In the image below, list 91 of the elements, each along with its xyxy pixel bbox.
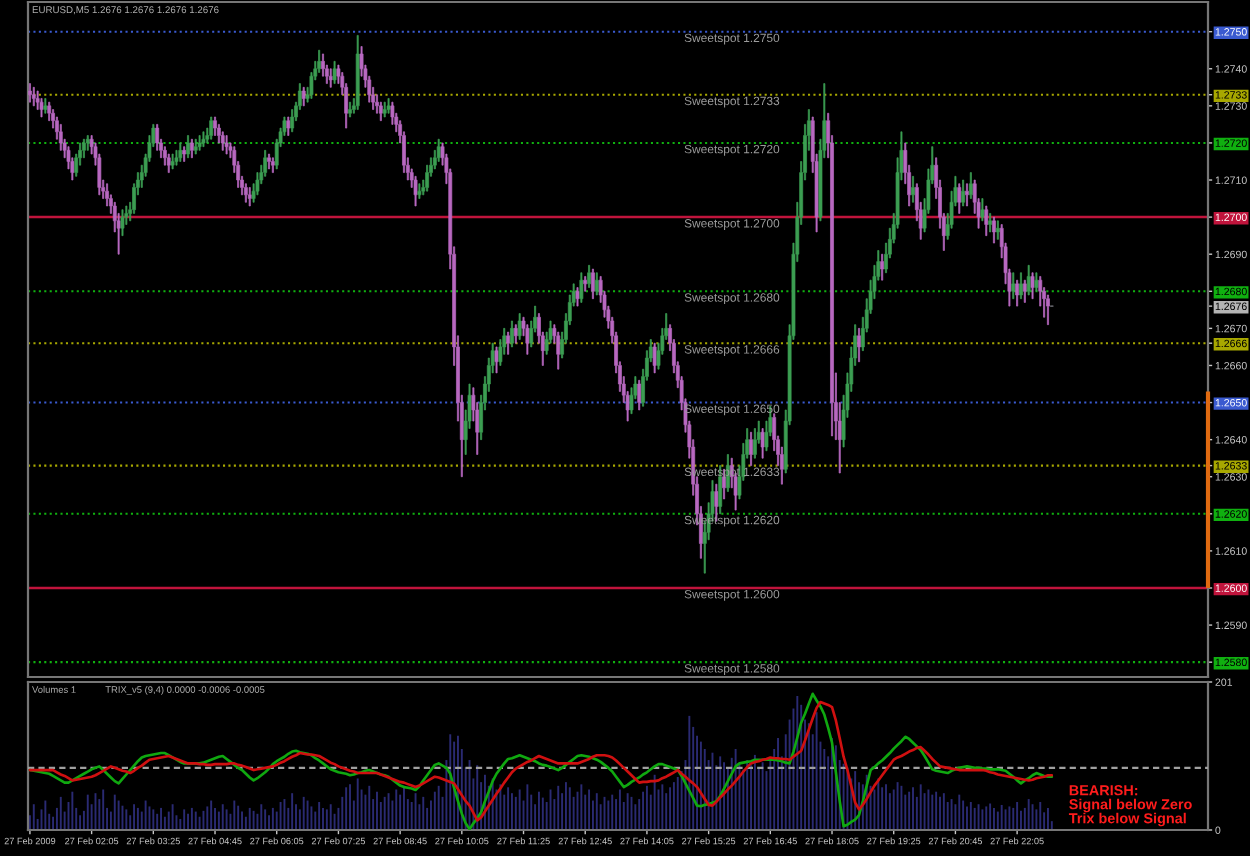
candlestick: [82, 138, 86, 159]
candlestick: [857, 328, 861, 363]
candlestick: [525, 324, 530, 355]
candlestick: [263, 150, 268, 177]
candlestick: [255, 172, 260, 196]
candlestick: [47, 101, 52, 122]
candlestick: [513, 324, 518, 344]
candlestick: [213, 116, 217, 136]
candlestick: [984, 205, 989, 236]
candlestick: [186, 135, 190, 159]
candlestick: [332, 60, 337, 84]
candlestick: [286, 116, 291, 136]
candlestick: [988, 213, 993, 233]
candlestick: [992, 216, 996, 244]
candlestick: [386, 98, 391, 114]
candlestick: [417, 183, 422, 199]
candlestick: [155, 124, 160, 151]
candlestick: [749, 431, 753, 466]
candlestick: [378, 101, 383, 122]
candlestick: [880, 253, 885, 281]
candlestick: [375, 94, 379, 114]
candlestick: [425, 164, 430, 192]
candlestick: [506, 331, 510, 355]
candlestick: [1034, 272, 1039, 292]
candlestick: [1022, 279, 1027, 303]
candlestick: [43, 98, 48, 114]
candlestick: [637, 379, 642, 411]
candlestick: [575, 287, 580, 307]
candlestick: [35, 90, 40, 110]
candlestick: [753, 428, 757, 459]
candlestick: [39, 98, 44, 118]
candlestick: [382, 101, 387, 118]
candlestick: [587, 264, 591, 288]
candlestick: [980, 198, 985, 222]
candlestick: [220, 131, 225, 151]
candlestick: [965, 183, 969, 207]
candlestick: [267, 153, 271, 170]
candlestick: [583, 276, 588, 292]
candlestick: [556, 331, 561, 370]
candlestick: [197, 135, 202, 151]
candlestick: [594, 272, 599, 296]
candlestick: [163, 146, 167, 166]
candlestick: [247, 187, 252, 207]
candlestick: [957, 183, 962, 214]
candlestick: [995, 220, 1000, 240]
candlestick: [201, 131, 206, 147]
candlestick: [85, 135, 90, 151]
candlestick: [1011, 272, 1016, 300]
candlestick: [317, 49, 322, 73]
candlestick: [224, 135, 229, 155]
candlestick: [1015, 279, 1020, 307]
candlestick: [31, 86, 36, 107]
candlestick: [760, 428, 765, 459]
candlestick: [911, 175, 915, 203]
candlestick: [174, 150, 179, 166]
candlestick: [243, 183, 248, 203]
candlestick: [321, 53, 325, 77]
candlestick: [58, 124, 63, 151]
candlestick: [591, 268, 595, 300]
candlestick: [290, 109, 295, 133]
candlestick: [510, 320, 514, 348]
candlestick: [301, 86, 306, 107]
candlestick: [182, 146, 187, 162]
candlestick: [166, 153, 171, 173]
candlestick: [328, 68, 333, 88]
candlestick: [413, 175, 418, 207]
candlestick: [436, 138, 441, 162]
candlestick: [1046, 294, 1050, 326]
candlestick: [105, 183, 109, 207]
candlestick: [517, 313, 522, 340]
candlestick: [178, 142, 183, 162]
candlestick: [1019, 272, 1023, 300]
candlestick: [968, 172, 973, 199]
candlestick: [579, 272, 584, 303]
candlestick: [1026, 264, 1031, 296]
candlestick: [1030, 272, 1035, 300]
candlestick: [190, 138, 194, 159]
candlestick: [216, 124, 221, 144]
candlestick: [193, 138, 198, 155]
candlestick: [355, 35, 360, 110]
candlestick: [170, 153, 175, 170]
candlestick: [390, 101, 395, 125]
candlestick: [961, 179, 966, 207]
candlestick: [348, 101, 352, 118]
candlestick: [209, 116, 214, 140]
candlestick: [726, 454, 730, 492]
candlestick: [652, 342, 657, 374]
candlestick: [270, 157, 275, 173]
candlestick: [120, 209, 125, 236]
candlestick: [28, 83, 32, 103]
candlestick: [494, 346, 499, 374]
